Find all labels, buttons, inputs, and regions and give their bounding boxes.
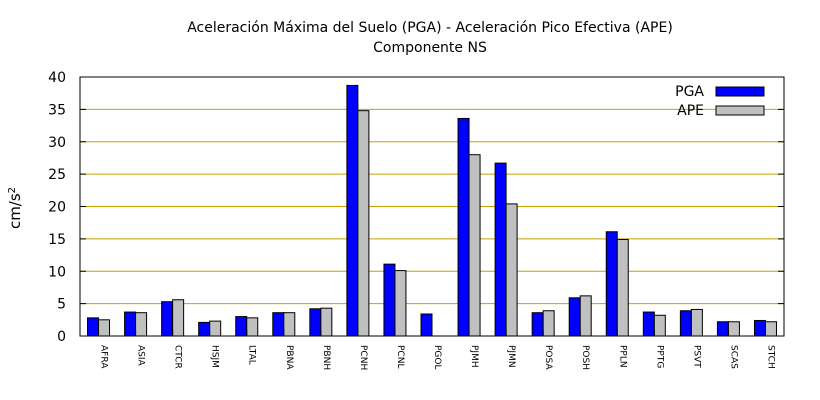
bar-ape-pcnh	[357, 110, 370, 337]
bar-pga-asia	[124, 311, 137, 337]
y-tick-label: 20	[48, 200, 66, 216]
bar-ape-asia	[135, 312, 148, 337]
bar-ape-scas	[727, 321, 740, 337]
bar-pga-posh	[568, 297, 581, 337]
bar-pga-pgol	[420, 313, 433, 337]
bar-pga-pptg	[642, 311, 655, 337]
bar-pga-pbna	[272, 312, 285, 337]
bar-pga-ppln	[605, 231, 618, 337]
y-axis-label-superscript: 2	[7, 187, 18, 193]
legend-swatch-ape	[715, 105, 765, 116]
x-tick-label: PJMH	[469, 345, 479, 368]
bar-ape-pbnh	[320, 307, 333, 337]
y-axis-ticks: 0 5 10 15 20 25 30 35 40	[48, 70, 784, 345]
bar-ape-afra	[98, 319, 111, 337]
y-axis-label: cm/s2	[6, 187, 24, 229]
x-tick-label: PGOL	[432, 345, 442, 370]
y-tick-label: 0	[57, 329, 66, 345]
x-tick-label: PBNH	[321, 345, 331, 370]
legend-label-ape: APE	[677, 103, 704, 119]
x-tick-label: PPTG	[654, 345, 664, 368]
y-tick-label: 25	[48, 167, 66, 183]
x-tick-label: PPLN	[617, 345, 627, 368]
x-tick-label: LTAL	[247, 345, 257, 365]
bar-ape-pptg	[653, 314, 666, 337]
bar-pga-afra	[87, 317, 100, 337]
bar-pga-posa	[531, 312, 544, 337]
bar-pga-hsjm	[198, 321, 211, 337]
x-tick-label: PSVT	[691, 345, 701, 368]
y-tick-label: 35	[48, 102, 66, 118]
bar-pga-ctcr	[161, 301, 174, 337]
y-axis-label-text: cm/s	[6, 193, 24, 229]
x-tick-label: PCNL	[395, 345, 405, 368]
x-tick-label: SCAS	[728, 345, 738, 369]
legend-swatch-pga	[715, 86, 765, 97]
bar-pga-stch	[753, 319, 766, 337]
bar-ape-pcnl	[394, 270, 407, 337]
x-tick-label: STCH	[765, 345, 775, 369]
bar-pga-ltal	[235, 316, 248, 337]
bar-ape-psvt	[690, 308, 703, 337]
legend-label-pga: PGA	[675, 84, 704, 100]
x-tick-label: PJMN	[506, 345, 516, 368]
x-tick-label: HSJM	[210, 345, 220, 368]
x-tick-label: ASIA	[136, 345, 146, 367]
bar-ape-ctcr	[172, 299, 185, 337]
bar-pga-pjmh	[457, 117, 470, 337]
y-tick-label: 5	[57, 297, 66, 313]
bar-ape-pbna	[283, 312, 296, 337]
bar-ape-stch	[764, 321, 777, 337]
chart-subtitle: Componente NS	[373, 40, 487, 56]
y-tick-label: 40	[48, 70, 66, 86]
x-axis-ticks: AFRA ASIA CTCR HSJM LTAL PBNA PBNH PCNH PCNL PGOL…	[98, 330, 775, 370]
x-tick-label: PCNH	[358, 345, 368, 370]
bar-ape-posa	[542, 310, 555, 337]
bar-ape-pjmn	[505, 203, 518, 337]
bar-pga-pcnl	[383, 263, 396, 337]
bar-ape-pjmh	[468, 154, 481, 337]
bar-pga-scas	[716, 321, 729, 337]
bar-pga-psvt	[679, 310, 692, 337]
bar-ape-hsjm	[209, 320, 222, 337]
x-tick-label: POSH	[580, 345, 590, 370]
bar-ape-ltal	[246, 317, 259, 337]
chart-title: Aceleración Máxima del Suelo (PGA) - Ace…	[187, 20, 673, 36]
bar-ape-posh	[579, 295, 592, 337]
y-tick-label: 10	[48, 264, 66, 280]
x-tick-label: POSA	[543, 345, 553, 370]
plot-frame	[79, 76, 785, 337]
bars	[87, 84, 777, 337]
x-tick-label: CTCR	[173, 345, 183, 369]
svg-text:cm/s2: cm/s2	[6, 187, 24, 229]
y-tick-label: 30	[48, 135, 66, 151]
bar-pga-pjmn	[494, 162, 507, 337]
bar-pga-pcnh	[346, 84, 359, 337]
bar-ape-ppln	[616, 239, 629, 337]
x-tick-label: PBNA	[284, 345, 294, 370]
legend: PGA APE	[675, 84, 765, 119]
y-tick-label: 15	[48, 232, 66, 248]
grid-lines	[80, 108, 784, 305]
bar-pga-pbnh	[309, 308, 322, 337]
x-tick-label: AFRA	[99, 345, 109, 369]
